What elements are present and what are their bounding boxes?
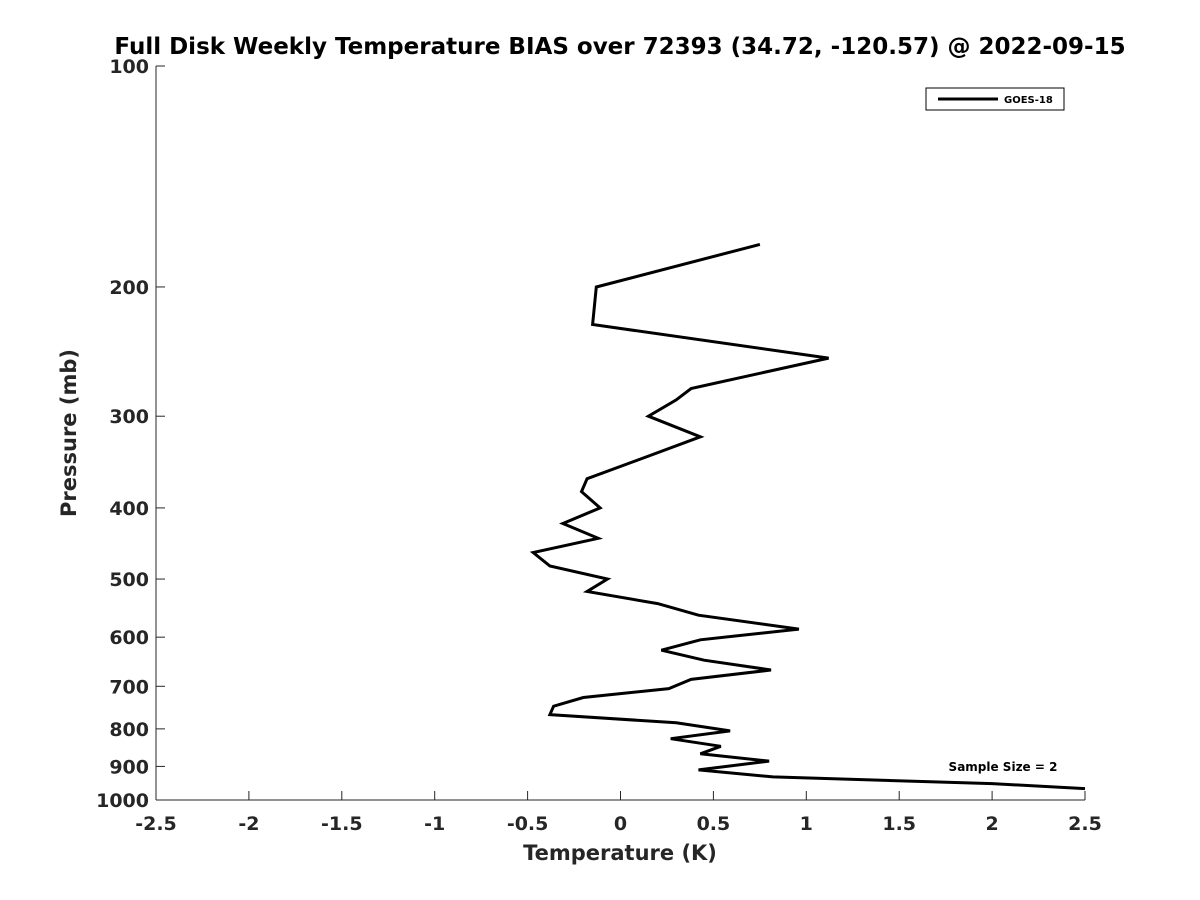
y-tick-label: 900 [109,756,149,778]
legend-label-goes-18: GOES-18 [1004,95,1053,106]
x-tick-label: 2.5 [1068,813,1102,835]
sample-size-annotation: Sample Size = 2 [949,760,1058,774]
x-tick-label: 0 [614,813,627,835]
series-layer [529,242,1086,791]
x-axis-ticks: -2.5 -2 -1.5 -1 -0.5 0 0.5 1 1.5 2 2.5 [135,791,1102,835]
x-axis-label: Temperature (K) [523,841,717,865]
x-tick-label: -2 [238,813,259,835]
x-tick-label: 0.5 [697,813,731,835]
y-tick-label: 400 [109,498,149,520]
y-axis-label: Pressure (mb) [57,349,81,517]
x-tick-label: 1.5 [882,813,916,835]
plot-axes [155,66,1085,801]
y-tick-label: 800 [109,719,149,741]
chart-title: Full Disk Weekly Temperature BIAS over 7… [114,34,1125,60]
x-tick-label: 2 [985,813,998,835]
y-axis-ticks: 100 200 300 400 500 600 700 800 900 1000 [96,56,165,812]
x-tick-label: -1 [424,813,445,835]
x-tick-label: -0.5 [507,813,549,835]
x-tick-label: 1 [800,813,813,835]
y-tick-label: 300 [109,406,149,428]
y-tick-label: 700 [109,676,149,698]
x-tick-label: -1.5 [321,813,363,835]
y-tick-label: 100 [109,56,149,78]
y-tick-label: 1000 [96,790,149,812]
y-tick-label: 200 [109,277,149,299]
x-tick-label: -2.5 [135,813,177,835]
series-line-goes-18 [529,242,1086,791]
y-tick-label: 600 [109,627,149,649]
y-tick-label: 500 [109,569,149,591]
legend: GOES-18 [925,87,1065,111]
